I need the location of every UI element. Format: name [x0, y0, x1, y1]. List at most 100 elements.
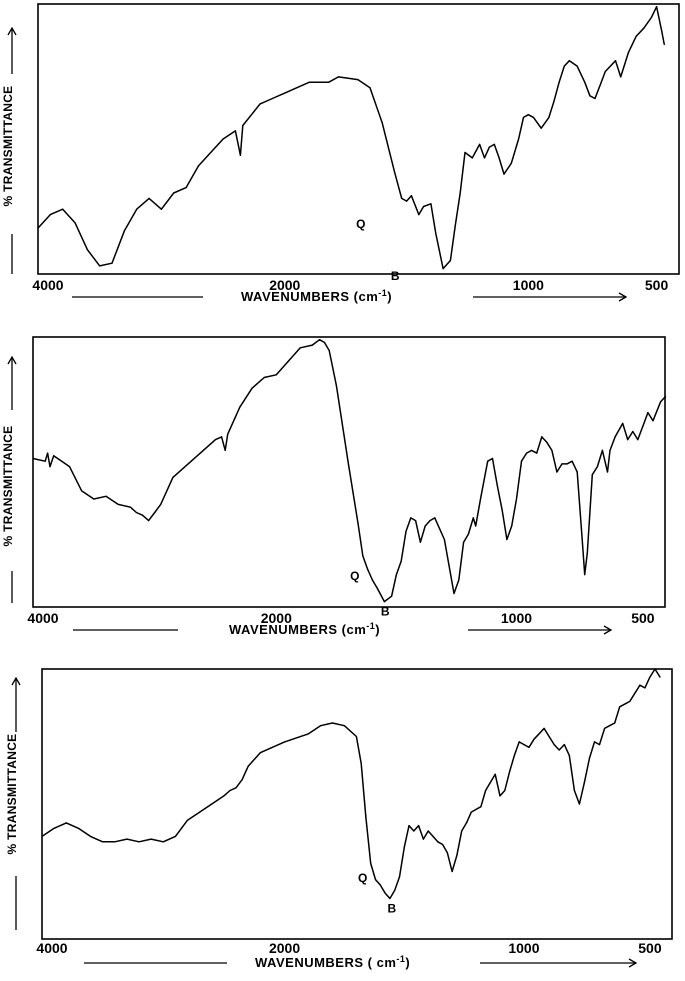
- panel-2-data-point: [129, 506, 131, 508]
- panel-3-data-point: [126, 838, 128, 840]
- panel-2-data-point: [477, 511, 479, 514]
- panel-2-data-point: [214, 439, 217, 441]
- panel-2-data-point: [601, 449, 604, 451]
- panel-2-data-point: [584, 574, 586, 576]
- panel-3-ylabel-arrowhead: [11, 676, 21, 686]
- panel-1-data-point: [627, 52, 630, 54]
- panel-3-data-point: [578, 803, 581, 805]
- panel-3-data-point: [199, 811, 201, 813]
- panel-2-data-point: [141, 514, 144, 516]
- panel-3-data-point: [528, 746, 530, 748]
- panel-2-data-point: [546, 441, 548, 443]
- panel-1-data-point: [661, 30, 663, 32]
- panel-3-data-point: [456, 854, 458, 856]
- panel-2-data-point: [68, 466, 71, 468]
- panel-2-x-axis-label-close: ): [375, 622, 380, 637]
- panel-3-data-point: [485, 789, 487, 792]
- panel-1-data-point: [197, 165, 199, 167]
- panel-3-data-point: [150, 838, 152, 840]
- panel-3-data-point: [355, 735, 357, 738]
- panel-2-data-point: [395, 574, 397, 576]
- panel-1-data-point: [423, 205, 425, 208]
- panel-2-tick-label-1000: 1000: [501, 610, 532, 626]
- panel-2-data-point: [287, 360, 289, 362]
- panel-1-data-point: [62, 208, 64, 210]
- panel-3-data-point: [470, 811, 472, 813]
- panel-3-tick-label-4000: 4000: [36, 940, 67, 956]
- panel-1-data-point: [381, 122, 383, 124]
- panel-1-data-point: [604, 70, 606, 73]
- panel-3-data-point: [223, 795, 225, 797]
- panel-2-data-point: [591, 474, 593, 476]
- panel-1-data-point: [37, 227, 39, 229]
- panel-1-data-point: [74, 222, 76, 224]
- panel-3-data-point: [451, 870, 453, 873]
- panel-3-tick-label-1000: 1000: [508, 940, 539, 956]
- panel-2-data-point: [566, 463, 568, 465]
- panel-3-data-point: [563, 744, 565, 746]
- panel-3-data-point: [619, 706, 621, 708]
- panel-3-data-point: [475, 808, 477, 811]
- panel-2-data-point: [190, 460, 192, 462]
- panel-1-data-point: [86, 249, 88, 251]
- panel-2-data-point: [561, 463, 563, 465]
- panel-3-data-point: [548, 735, 550, 738]
- panel-2-data-point: [400, 560, 402, 562]
- panel-1-data-point: [656, 6, 658, 8]
- panel-1-data-point: [148, 197, 150, 199]
- panel-2-data-point: [556, 471, 558, 473]
- panel-2-data-point: [660, 401, 662, 403]
- panel-1-data-point: [488, 146, 490, 148]
- panel-2-data-point: [160, 503, 162, 505]
- panel-3-data-point: [543, 727, 545, 730]
- panel-1-data-point: [522, 116, 525, 118]
- panel-1-peak-label-b: B: [391, 269, 400, 283]
- panel-3-data-point: [241, 779, 243, 781]
- panel-1-data-point: [643, 27, 645, 29]
- panel-2-data-point: [596, 466, 599, 468]
- panel-1-data-point: [459, 192, 461, 194]
- panel-3-data-point: [379, 884, 381, 886]
- panel-1-data-point: [527, 114, 530, 116]
- panel-2-data-point: [665, 395, 667, 397]
- panel-3-data-point: [259, 752, 261, 754]
- panel-3-data-point: [465, 822, 468, 824]
- panel-3-data-point: [114, 841, 116, 843]
- panel-3-data-point: [644, 687, 646, 689]
- panel-2-data-point: [647, 412, 649, 414]
- panel-3-data-point: [432, 835, 434, 838]
- panel-3-data-point: [538, 733, 540, 735]
- panel-3-data-point: [384, 892, 386, 894]
- panel-2-data-point: [453, 592, 455, 595]
- panel-2-data-point: [154, 511, 156, 514]
- panel-2-data-point: [311, 344, 313, 346]
- panel-2-data-point: [609, 449, 611, 451]
- panel-1-xlabel-arrowhead: [618, 292, 628, 302]
- panel-1-data-point: [548, 116, 550, 118]
- panel-3-data-point: [442, 843, 444, 846]
- panel-1-data-point: [234, 130, 236, 132]
- panel-3-data-point: [654, 668, 656, 670]
- panel-2-data-point: [511, 525, 513, 527]
- panel-3-data-point: [639, 684, 641, 686]
- panel-1-data-point: [308, 81, 310, 83]
- panel-1-data-point: [594, 97, 596, 100]
- panel-3-tick-label-2000: 2000: [269, 940, 300, 956]
- panel-2-data-point: [637, 439, 639, 441]
- panel-2-peak-label-q: Q: [350, 569, 359, 583]
- panel-2-data-point: [458, 579, 460, 581]
- panel-2-tick-label-500: 500: [631, 610, 655, 626]
- panel-3-peak-label-b: B: [388, 902, 397, 916]
- panel-1-data-point: [173, 192, 175, 194]
- panel-2-data-point: [105, 495, 107, 497]
- panel-2-data-point: [571, 460, 573, 462]
- panel-3-data-point: [604, 727, 606, 730]
- panel-1-data-point: [518, 138, 520, 140]
- panel-2-plot-frame: [32, 336, 666, 608]
- panel-2-data-point: [419, 541, 421, 543]
- panel-2-data-point: [148, 520, 150, 522]
- panel-3-x-axis-label-close: ): [405, 955, 410, 970]
- panel-3-data-point: [403, 846, 405, 848]
- panel-3-data-point: [568, 754, 570, 757]
- panel-3-data-point: [422, 838, 424, 840]
